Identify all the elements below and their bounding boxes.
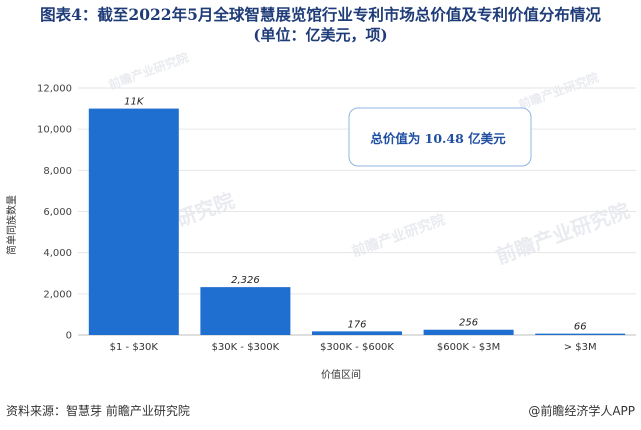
x-tick-label: $30K - $300K	[212, 342, 280, 353]
chart-title-line1: 图表4：截至2022年5月全球智慧展览馆行业专利市场总价值及专利价值分布情况	[40, 5, 601, 24]
bar	[535, 333, 626, 335]
chart-title-line2: (单位：亿美元，项)	[253, 26, 388, 44]
x-tick-label: $600K - $3M	[437, 342, 500, 353]
y-tick-label: 12,000	[37, 84, 72, 95]
bars: 11K 2,326 176 256 66	[88, 97, 626, 335]
watermark-text: 前瞻产业研究院	[493, 198, 633, 268]
x-tick-label: > $3M	[564, 342, 597, 353]
data-label: 176	[347, 319, 366, 330]
x-axis-label: 价值区间	[321, 368, 361, 381]
x-axis: $1 - $30K $30K - $300K $300K - $600K $600K …	[110, 342, 597, 353]
x-tick-label: $300K - $600K	[320, 342, 394, 353]
bar	[423, 329, 514, 335]
bar	[88, 108, 179, 335]
footer-app-credit: @前瞻经济学人APP	[528, 404, 635, 418]
annotation-box: 总价值为 10.48 亿美元	[348, 107, 532, 167]
chart-title: 图表4：截至2022年5月全球智慧展览馆行业专利市场总价值及专利价值分布情况 (…	[0, 4, 641, 46]
y-tick-label: 10,000	[37, 125, 72, 136]
watermark-text: 前瞻产业研究院	[516, 69, 600, 112]
data-label: 11K	[124, 97, 145, 108]
bar	[200, 287, 291, 335]
x-tick-label: $1 - $30K	[110, 342, 159, 353]
data-label: 66	[574, 322, 587, 333]
data-label: 256	[459, 318, 478, 329]
y-axis: 0 2,000 4,000 6,000 8,000 10,000 12,000	[37, 84, 72, 342]
y-tick-label: 6,000	[43, 207, 72, 218]
data-label: 2,326	[231, 275, 260, 286]
y-tick-label: 8,000	[43, 166, 72, 177]
y-tick-label: 4,000	[43, 248, 72, 259]
annotation-text: 总价值为 10.48 亿美元	[370, 131, 506, 146]
bar	[312, 331, 402, 335]
source-note: 资料来源：智慧芽 前瞻产业研究院	[6, 404, 190, 418]
watermark-text: 前瞻产业研究院	[106, 49, 190, 92]
y-tick-label: 2,000	[43, 289, 72, 300]
y-axis-label: 简单同族数量	[5, 195, 18, 255]
y-tick-label: 0	[66, 331, 72, 342]
